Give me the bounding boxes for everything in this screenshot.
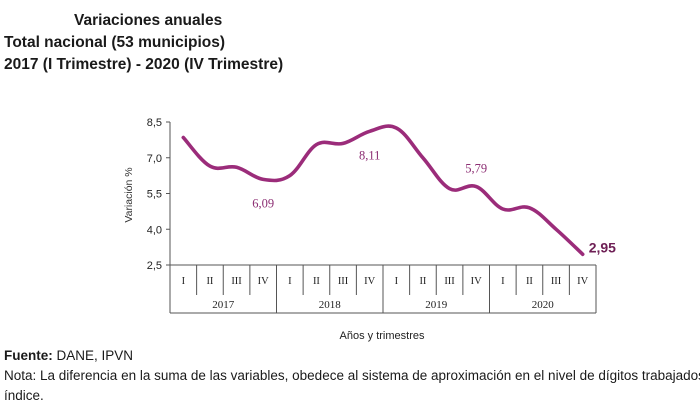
note-line-2: índice. xyxy=(4,388,44,403)
y-axis-label: Variación % xyxy=(123,167,135,222)
x-tick-label-quarter: I xyxy=(288,276,292,287)
x-tick-label-year: 2018 xyxy=(319,299,342,311)
x-tick-label-year: 2019 xyxy=(425,299,448,311)
x-tick-label-quarter: IV xyxy=(471,276,482,287)
chart-subtitle: Total nacional (53 municipios) xyxy=(4,34,226,51)
x-tick-label-quarter: III xyxy=(338,276,349,287)
x-tick-label-quarter: I xyxy=(395,276,399,287)
x-tick-label-quarter: III xyxy=(551,276,562,287)
chart-titles: Variaciones anuales Total nacional (53 m… xyxy=(4,10,700,76)
x-axis-label: Años y trimestres xyxy=(340,330,425,342)
x-tick-label-quarter: I xyxy=(501,276,505,287)
x-tick-label-quarter: II xyxy=(206,276,213,287)
annotations-group: 6,09 8,11 5,79 2,95 xyxy=(252,148,616,255)
x-tick-label-quarter: II xyxy=(526,276,533,287)
series-group xyxy=(181,124,585,257)
y-tick-label: 4,0 xyxy=(147,224,162,236)
chart-title: Variaciones anuales xyxy=(74,12,223,29)
x-tick-label-quarter: II xyxy=(419,276,426,287)
data-label: 2,95 xyxy=(589,239,616,255)
footer: Fuente: DANE, IPVN Nota: La diferencia e… xyxy=(4,346,700,406)
source-text: DANE, IPVN xyxy=(52,348,134,363)
data-label: 6,09 xyxy=(252,196,274,210)
x-tick-label-quarter: I xyxy=(182,276,186,287)
source-label: Fuente: xyxy=(4,348,53,363)
y-tick-label: 5,5 xyxy=(147,189,162,201)
x-tick-label-quarter: II xyxy=(313,276,320,287)
x-tick-label-quarter: IV xyxy=(577,276,588,287)
x-tick-label-year: 2017 xyxy=(212,299,235,311)
x-tick-label-quarter: III xyxy=(231,276,242,287)
series-line xyxy=(181,124,585,257)
y-tick-label: 2,5 xyxy=(147,260,162,272)
source-line: Fuente: DANE, IPVN xyxy=(4,346,700,366)
x-tick-label-quarter: IV xyxy=(258,276,269,287)
data-label: 5,79 xyxy=(465,162,487,176)
chart-period: 2017 (I Trimestre) - 2020 (IV Trimestre) xyxy=(4,56,284,73)
x-tick-label-quarter: IV xyxy=(364,276,375,287)
x-tick-label-quarter: III xyxy=(444,276,455,287)
y-axis: 8,5 7,0 5,5 4,0 2,5 xyxy=(147,117,171,272)
data-label: 8,11 xyxy=(359,148,380,162)
y-tick-label: 7,0 xyxy=(147,153,162,165)
line-chart: 8,57,05,54,02,5 Variación % I II III IV I II I… xyxy=(123,117,616,342)
note-line: Nota: La diferencia en la suma de las va… xyxy=(4,368,700,383)
x-tick-label-year: 2020 xyxy=(532,299,555,311)
y-tick-label: 8,5 xyxy=(147,117,162,129)
